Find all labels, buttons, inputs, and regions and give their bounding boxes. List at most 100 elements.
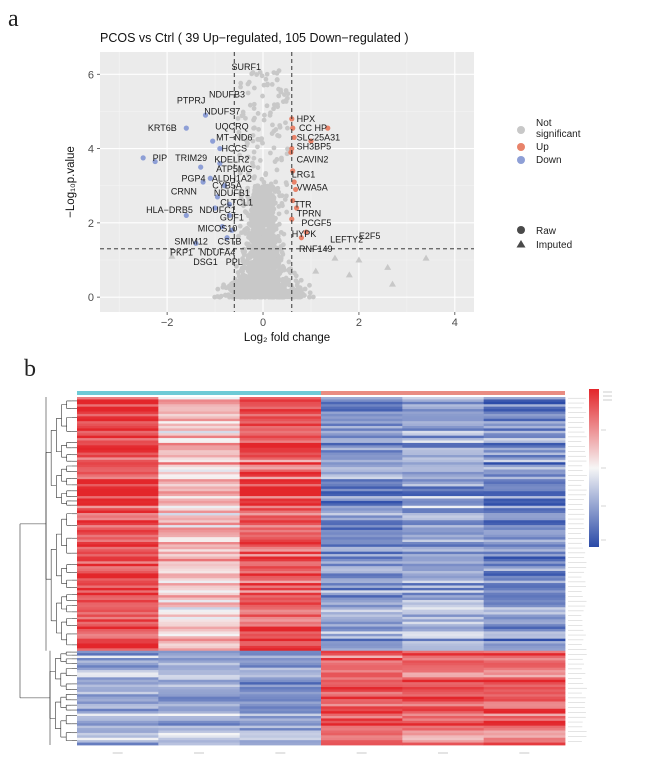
heatmap-cell xyxy=(239,457,322,461)
heatmap-cell xyxy=(239,633,322,637)
point-not-significant xyxy=(249,71,255,77)
heatmap-cell xyxy=(239,476,322,480)
heatmap-cell xyxy=(321,428,403,432)
heatmap-cell xyxy=(402,578,485,582)
point-not-significant xyxy=(267,273,273,279)
heatmap-cell xyxy=(239,546,322,550)
heatmap-cell xyxy=(158,624,241,627)
heatmap-cell xyxy=(483,455,566,458)
point-not-significant xyxy=(251,85,257,91)
heatmap-cell xyxy=(77,716,159,719)
legend-key-up xyxy=(517,143,525,151)
heatmap-cell xyxy=(239,401,322,405)
point-not-significant xyxy=(270,193,275,198)
heatmap-cell xyxy=(158,689,241,693)
heatmap-cell xyxy=(239,735,322,739)
heatmap-cell xyxy=(483,500,566,504)
point-not-significant xyxy=(244,154,250,160)
heatmap-cell xyxy=(158,406,241,410)
heatmap-cell xyxy=(158,674,241,678)
heatmap-cell xyxy=(321,515,403,519)
point-not-significant xyxy=(267,248,273,254)
heatmap-cell xyxy=(77,430,159,434)
heatmap-cell xyxy=(321,517,403,521)
group-bar-ctrl xyxy=(77,391,321,395)
heatmap-cell xyxy=(77,735,159,739)
gene-label: VWA5A xyxy=(297,183,328,193)
heatmap-cell xyxy=(483,525,566,528)
point-not-significant xyxy=(269,282,275,288)
heatmap-cell xyxy=(402,479,485,482)
heatmap-cell xyxy=(483,520,566,524)
heatmap-cell xyxy=(321,701,403,705)
heatmap-cell xyxy=(239,689,322,693)
heatmap-cell xyxy=(321,713,403,717)
heatmap-cell xyxy=(321,467,403,470)
heatmap-cell xyxy=(239,691,322,695)
heatmap-cell xyxy=(402,641,485,644)
heatmap-cell xyxy=(158,720,241,724)
heatmap-cell xyxy=(402,631,485,635)
heatmap-cell xyxy=(402,583,485,586)
x-tick-label: 4 xyxy=(452,317,458,329)
heatmap-cell xyxy=(483,404,566,408)
heatmap-cell xyxy=(402,426,485,429)
heatmap-cell xyxy=(321,532,403,536)
dendrogram-branch xyxy=(55,658,61,680)
heatmap-cell xyxy=(483,725,566,729)
x-tick-label: 0 xyxy=(260,317,266,329)
gene-label: SLC25A31 xyxy=(297,132,341,142)
y-tick-label: 0 xyxy=(88,292,94,304)
heatmap-cell xyxy=(321,537,403,540)
heatmap-cell xyxy=(77,689,159,693)
heatmap-cell xyxy=(483,728,566,731)
heatmap-cell xyxy=(321,728,403,731)
heatmap-cell xyxy=(239,629,322,632)
heatmap-cell xyxy=(402,672,485,676)
gene-label: ATP5MG xyxy=(216,164,252,174)
point-not-significant xyxy=(255,234,260,240)
heatmap-cell xyxy=(158,578,241,582)
heatmap-cell xyxy=(321,556,403,560)
heatmap-cell xyxy=(483,655,566,659)
heatmap-cell xyxy=(158,479,241,482)
heatmap-cell xyxy=(239,423,322,427)
heatmap-cell xyxy=(158,665,241,669)
heatmap-cell xyxy=(158,503,241,507)
heatmap-cell xyxy=(321,452,403,456)
heatmap-cell xyxy=(402,684,485,688)
heatmap-cell xyxy=(77,520,159,524)
point-not-significant xyxy=(259,186,264,192)
heatmap-cell xyxy=(483,537,566,540)
point-down xyxy=(212,205,218,211)
heatmap-cell xyxy=(402,696,485,700)
point-not-significant xyxy=(307,290,313,296)
heatmap-cell xyxy=(158,626,241,630)
heatmap-cell xyxy=(239,471,322,475)
heatmap-cell xyxy=(483,621,566,625)
heatmap-cell xyxy=(483,510,566,514)
point-not-significant xyxy=(250,238,256,244)
point-not-significant xyxy=(262,112,267,118)
heatmap-cell xyxy=(239,537,322,540)
heatmap-cell xyxy=(158,631,241,635)
heatmap-cell xyxy=(402,716,485,719)
heatmap-cell xyxy=(483,590,566,594)
heatmap-cell xyxy=(77,566,159,569)
point-not-significant xyxy=(259,208,265,214)
dendrogram-branch xyxy=(60,720,67,738)
heatmap-cell xyxy=(321,488,403,492)
heatmap-cell xyxy=(77,667,159,671)
point-not-significant xyxy=(238,84,243,90)
point-not-significant xyxy=(256,274,261,280)
heatmap-cell xyxy=(158,600,241,603)
heatmap-cell xyxy=(483,498,566,502)
heatmap-cell xyxy=(321,505,403,509)
heatmap-cell xyxy=(158,513,241,516)
point-not-significant xyxy=(264,277,269,282)
heatmap-cell xyxy=(239,703,322,707)
heatmap-cell xyxy=(483,549,566,553)
heatmap-cell xyxy=(402,549,485,553)
heatmap-cell xyxy=(77,737,159,741)
point-not-significant xyxy=(310,294,316,300)
